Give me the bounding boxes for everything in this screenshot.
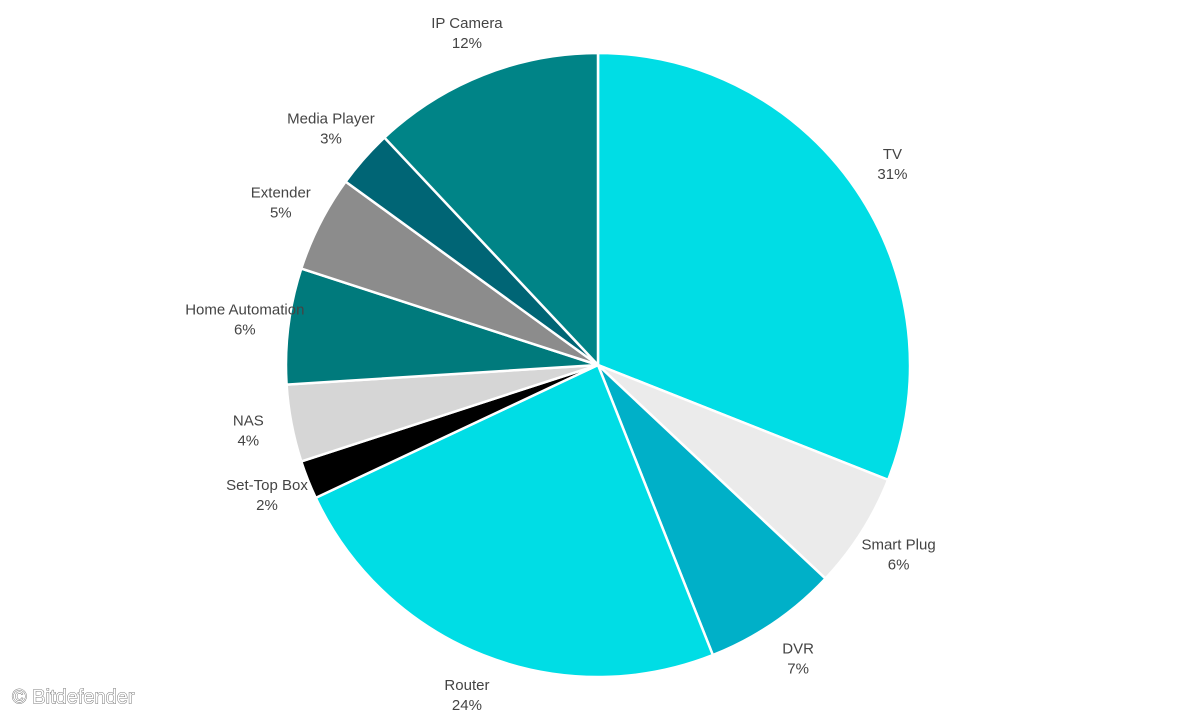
slice-label: DVR bbox=[782, 640, 814, 657]
slice-value-label: 4% bbox=[237, 433, 259, 450]
slice-value-label: 6% bbox=[234, 321, 256, 338]
pie-slice bbox=[596, 364, 828, 657]
slice-label: NAS bbox=[233, 413, 264, 430]
slice-label: IP Camera bbox=[431, 15, 503, 32]
slice-value-label: 7% bbox=[787, 660, 809, 677]
slice-value-label: 12% bbox=[452, 35, 482, 52]
slice-value-label: 31% bbox=[877, 166, 907, 183]
slice-label: Smart Plug bbox=[861, 537, 935, 554]
pie-slice bbox=[382, 51, 600, 369]
slice-value-label: 2% bbox=[256, 497, 278, 514]
slice-value-label: 5% bbox=[270, 204, 292, 221]
slice-label: Media Player bbox=[287, 111, 375, 128]
slice-value-label: 24% bbox=[452, 697, 482, 714]
slice-value-label: 6% bbox=[888, 557, 910, 574]
pie-slice bbox=[596, 51, 912, 482]
slice-label: Router bbox=[444, 677, 489, 694]
slice-label: TV bbox=[883, 146, 902, 163]
slice-value-label: 3% bbox=[320, 131, 342, 148]
watermark: © Bitdefender bbox=[12, 686, 135, 708]
slice-label: Home Automation bbox=[185, 301, 304, 318]
slice-label: Extender bbox=[251, 184, 311, 201]
slice-label: Set-Top Box bbox=[226, 477, 308, 494]
pie-slice bbox=[314, 363, 715, 679]
